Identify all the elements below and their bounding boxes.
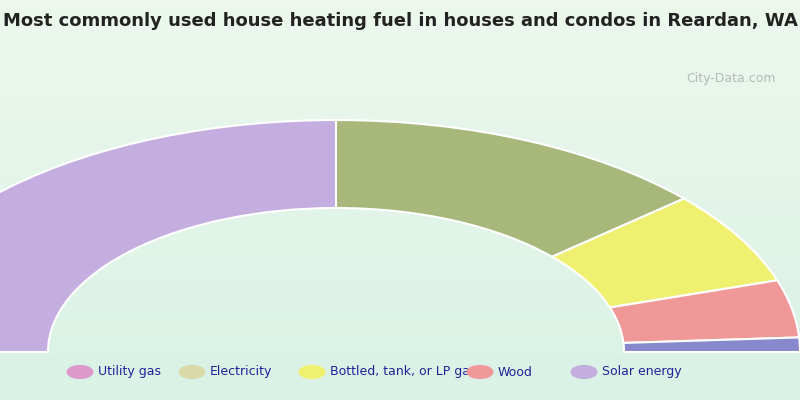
Wedge shape: [336, 120, 684, 257]
Text: Most commonly used house heating fuel in houses and condos in Reardan, WA: Most commonly used house heating fuel in…: [2, 12, 798, 30]
Text: Bottled, tank, or LP gas: Bottled, tank, or LP gas: [330, 366, 476, 378]
Circle shape: [299, 366, 325, 378]
Text: City-Data.com: City-Data.com: [686, 72, 776, 85]
Circle shape: [571, 366, 597, 378]
Circle shape: [67, 366, 93, 378]
Text: Utility gas: Utility gas: [98, 366, 161, 378]
Wedge shape: [623, 338, 800, 352]
Circle shape: [179, 366, 205, 378]
Text: Solar energy: Solar energy: [602, 366, 682, 378]
Wedge shape: [0, 120, 336, 352]
Circle shape: [467, 366, 493, 378]
Wedge shape: [610, 280, 799, 343]
Wedge shape: [552, 198, 778, 308]
Text: Electricity: Electricity: [210, 366, 272, 378]
Text: Wood: Wood: [498, 366, 533, 378]
